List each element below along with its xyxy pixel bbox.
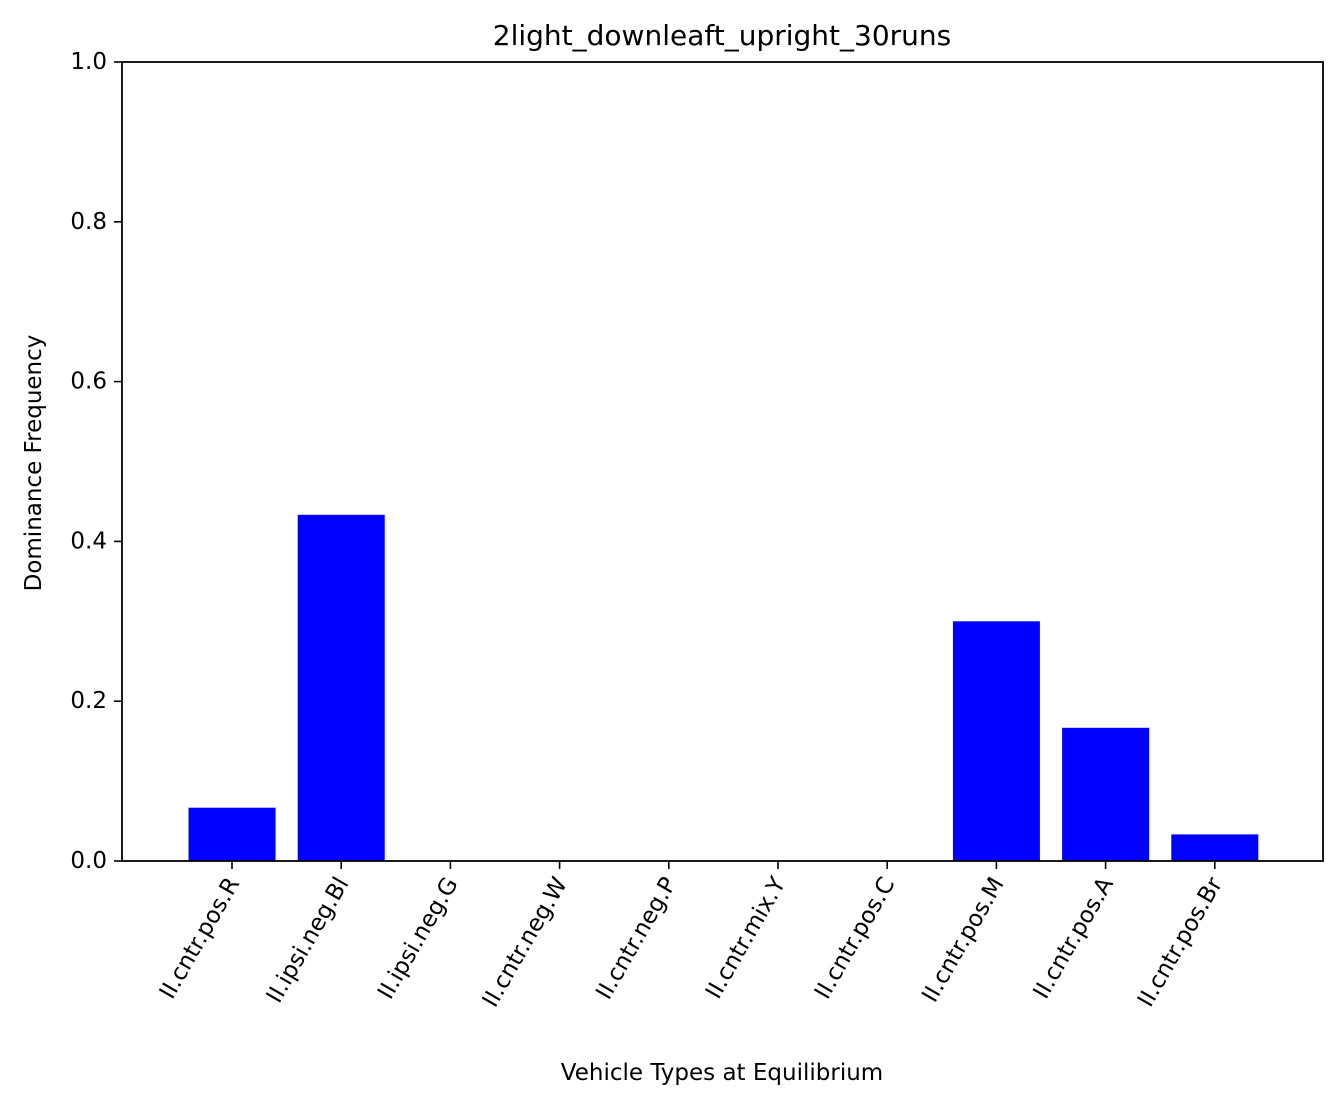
x-axis-title: Vehicle Types at Equilibrium [561,1060,883,1086]
y-axis: 0.0 0.2 0.4 0.6 0.8 1.0 [70,49,122,874]
y-tick-label: 0.6 [70,369,107,395]
x-tick-label: II.ipsi.neg.G [373,873,464,1004]
y-tick-label: 0.0 [70,848,107,874]
y-tick-label: 0.2 [70,688,107,714]
x-tick-label: II.cntr.pos.M [917,873,1009,1007]
x-tick-label: II.cntr.pos.Br [1133,873,1228,1012]
bar-1 [297,514,385,861]
bar-0 [188,807,276,861]
x-tick-label: II.cntr.neg.W [478,873,573,1012]
y-axis-title: Dominance Frequency [21,335,47,592]
x-axis: II.cntr.pos.R II.ipsi.neg.Bl II.ipsi.neg.G… [155,861,1228,1012]
x-tick-label: II.cntr.pos.C [810,873,900,1004]
bars-group [188,514,1259,861]
chart-title: 2light_downleaft_upright_30runs [493,19,951,52]
x-tick-label: II.cntr.neg.P [591,873,682,1004]
bar-8 [1062,727,1150,861]
y-tick-label: 0.8 [70,209,107,235]
x-tick-label: II.ipsi.neg.Bl [262,873,355,1008]
bar-9 [1171,834,1259,861]
x-tick-label: II.cntr.mix.Y [701,872,792,1003]
plot-frame [121,61,1324,862]
y-tick-label: 0.4 [70,528,107,554]
y-tick-label: 1.0 [70,49,107,75]
bar-7 [952,621,1040,861]
x-tick-label: II.cntr.pos.A [1029,873,1119,1004]
x-tick-label: II.cntr.pos.R [155,873,245,1004]
